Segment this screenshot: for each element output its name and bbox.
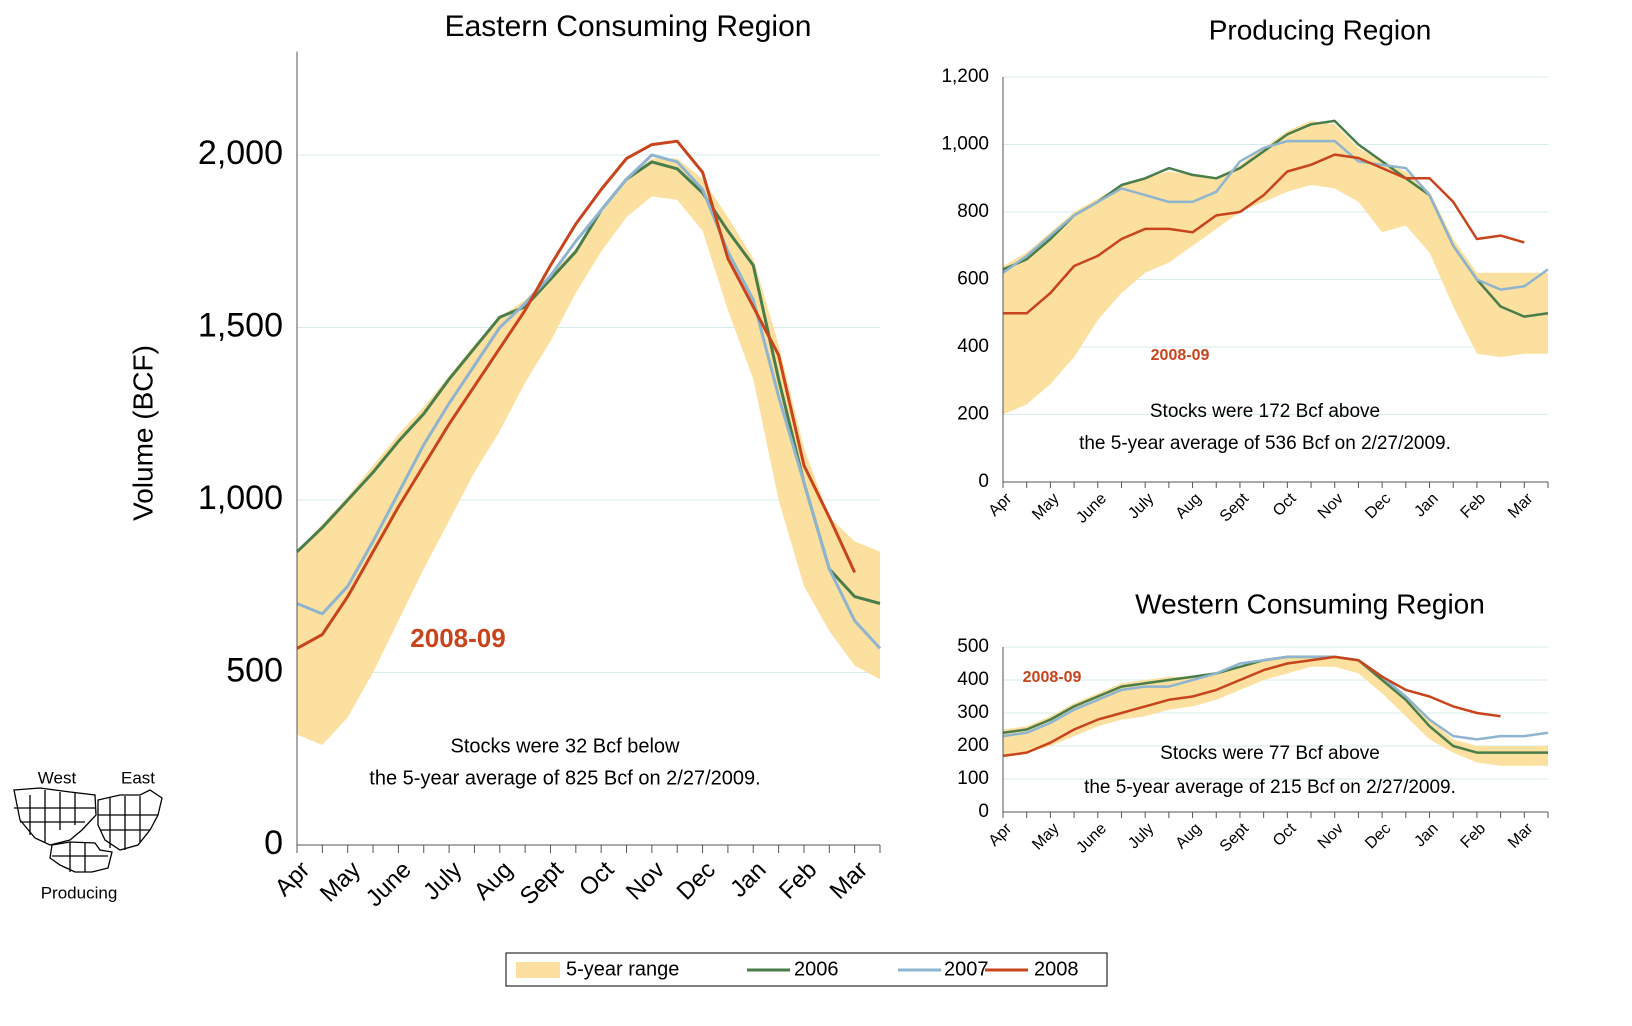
y-tick-label: 400 xyxy=(957,669,989,690)
x-tick-label: Nov xyxy=(1315,490,1347,522)
legend: 5-year range 2006 2007 2008 xyxy=(505,952,1108,987)
x-tick-label: May xyxy=(1029,490,1062,523)
x-tick-label: Oct xyxy=(1270,820,1300,850)
series-line xyxy=(295,160,881,605)
x-tick-label: July xyxy=(1125,820,1157,852)
x-tick-label: Oct xyxy=(1270,490,1300,520)
y-tick-label: 0 xyxy=(978,471,989,492)
y-tick-label: 300 xyxy=(957,702,989,723)
x-tick-label: Mar xyxy=(1505,820,1537,852)
x-tick-label: Dec xyxy=(1362,490,1394,522)
stock-note: the 5-year average of 536 Bcf on 2/27/20… xyxy=(1079,433,1451,454)
x-tick-label: Apr xyxy=(270,856,316,902)
legend-label: 2008 xyxy=(1034,958,1079,980)
series-line xyxy=(296,139,857,650)
x-tick-label: Sept xyxy=(515,856,569,910)
stock-note: the 5-year average of 825 Bcf on 2/27/20… xyxy=(369,767,760,789)
x-tick-label: Nov xyxy=(1315,820,1347,852)
y-tick-label: 1,200 xyxy=(941,66,989,87)
y-tick-label: 1,000 xyxy=(941,134,989,155)
x-tick-label: Sept xyxy=(1217,490,1253,526)
x-tick-label: Jan xyxy=(1411,820,1441,850)
series-line xyxy=(1003,153,1525,315)
stock-note: the 5-year average of 215 Bcf on 2/27/20… xyxy=(1084,777,1456,798)
y-tick-label: 0 xyxy=(264,824,283,862)
series-line xyxy=(1002,655,1549,741)
x-tick-label: May xyxy=(1029,820,1062,853)
legend-swatch xyxy=(516,962,560,978)
x-tick-label: Dec xyxy=(1362,820,1394,852)
map-east-borders xyxy=(98,796,158,850)
y-tick-label: 0 xyxy=(978,801,989,822)
y-tick-label: 500 xyxy=(226,651,283,689)
series-annotation: 2008-09 xyxy=(1023,669,1082,686)
x-tick-label: Aug xyxy=(1173,490,1205,522)
chart-title: Western Consuming Region xyxy=(1135,588,1485,619)
x-tick-label: Feb xyxy=(1458,490,1490,522)
range-area xyxy=(1003,120,1548,415)
y-tick-label: 2,000 xyxy=(198,134,283,172)
map-label: East xyxy=(121,768,155,787)
series-line xyxy=(296,153,882,650)
chart-title: Eastern Consuming Region xyxy=(445,10,812,43)
x-tick-label: Dec xyxy=(672,856,721,905)
x-tick-label: Mar xyxy=(825,856,873,904)
x-tick-label: Mar xyxy=(1505,490,1537,522)
x-tick-label: Feb xyxy=(774,856,822,904)
map-east xyxy=(97,789,163,851)
y-tick-label: 200 xyxy=(957,735,989,756)
legend-label: 2007 xyxy=(944,958,989,980)
map-label: West xyxy=(38,768,77,787)
series-annotation: 2008-09 xyxy=(410,623,505,653)
x-tick-label: Nov xyxy=(621,856,670,905)
x-tick-label: June xyxy=(361,856,417,912)
range-area xyxy=(297,158,880,745)
map-producing-borders xyxy=(52,842,108,872)
map-label: Producing xyxy=(41,883,118,902)
x-tick-label: July xyxy=(418,856,467,905)
x-tick-label: Sept xyxy=(1217,820,1253,856)
x-tick-label: May xyxy=(315,856,366,907)
panel: Eastern Consuming Region 0 500 1,000 1,500 2,… xyxy=(198,10,882,912)
x-tick-label: Aug xyxy=(469,856,518,905)
y-tick-label: 600 xyxy=(957,269,989,290)
y-tick-label: 500 xyxy=(957,636,989,657)
chart-title: Producing Region xyxy=(1209,14,1432,45)
stock-note: Stocks were 77 Bcf above xyxy=(1160,743,1380,764)
map-producing xyxy=(49,841,113,873)
y-tick-label: 200 xyxy=(957,404,989,425)
x-tick-label: Apr xyxy=(986,490,1016,520)
y-tick-label: 1,000 xyxy=(198,479,283,517)
y-tick-label: 100 xyxy=(957,768,989,789)
stock-note: Stocks were 32 Bcf below xyxy=(451,735,681,757)
series-line xyxy=(1002,655,1501,758)
panel: Western Consuming Region 0 100 200 300 400 500… xyxy=(957,588,1549,857)
legend-label: 2006 xyxy=(794,958,839,980)
x-tick-label: June xyxy=(1073,490,1110,527)
x-tick-label: Jan xyxy=(725,856,771,902)
x-tick-label: June xyxy=(1073,820,1110,857)
map-west xyxy=(13,787,97,846)
y-axis-label: Volume (BCF) xyxy=(127,345,158,521)
x-tick-label: Oct xyxy=(574,856,620,902)
stock-note: Stocks were 172 Bcf above xyxy=(1150,401,1380,422)
x-tick-label: July xyxy=(1125,490,1157,522)
y-tick-label: 1,500 xyxy=(198,306,283,344)
panel: Producing Region 0 200 400 600 800 1,000 1,200 A… xyxy=(941,14,1549,527)
x-tick-label: Apr xyxy=(986,820,1016,850)
map-west-borders xyxy=(14,790,95,842)
y-tick-label: 400 xyxy=(957,336,989,357)
y-tick-label: 800 xyxy=(957,201,989,222)
series-annotation: 2008-09 xyxy=(1151,347,1210,364)
x-tick-label: Aug xyxy=(1173,820,1205,852)
legend-label: 5-year range xyxy=(566,958,679,980)
x-tick-label: Jan xyxy=(1411,490,1441,520)
series-line xyxy=(1002,139,1549,291)
x-tick-label: Feb xyxy=(1458,820,1490,852)
us-map xyxy=(13,787,163,873)
